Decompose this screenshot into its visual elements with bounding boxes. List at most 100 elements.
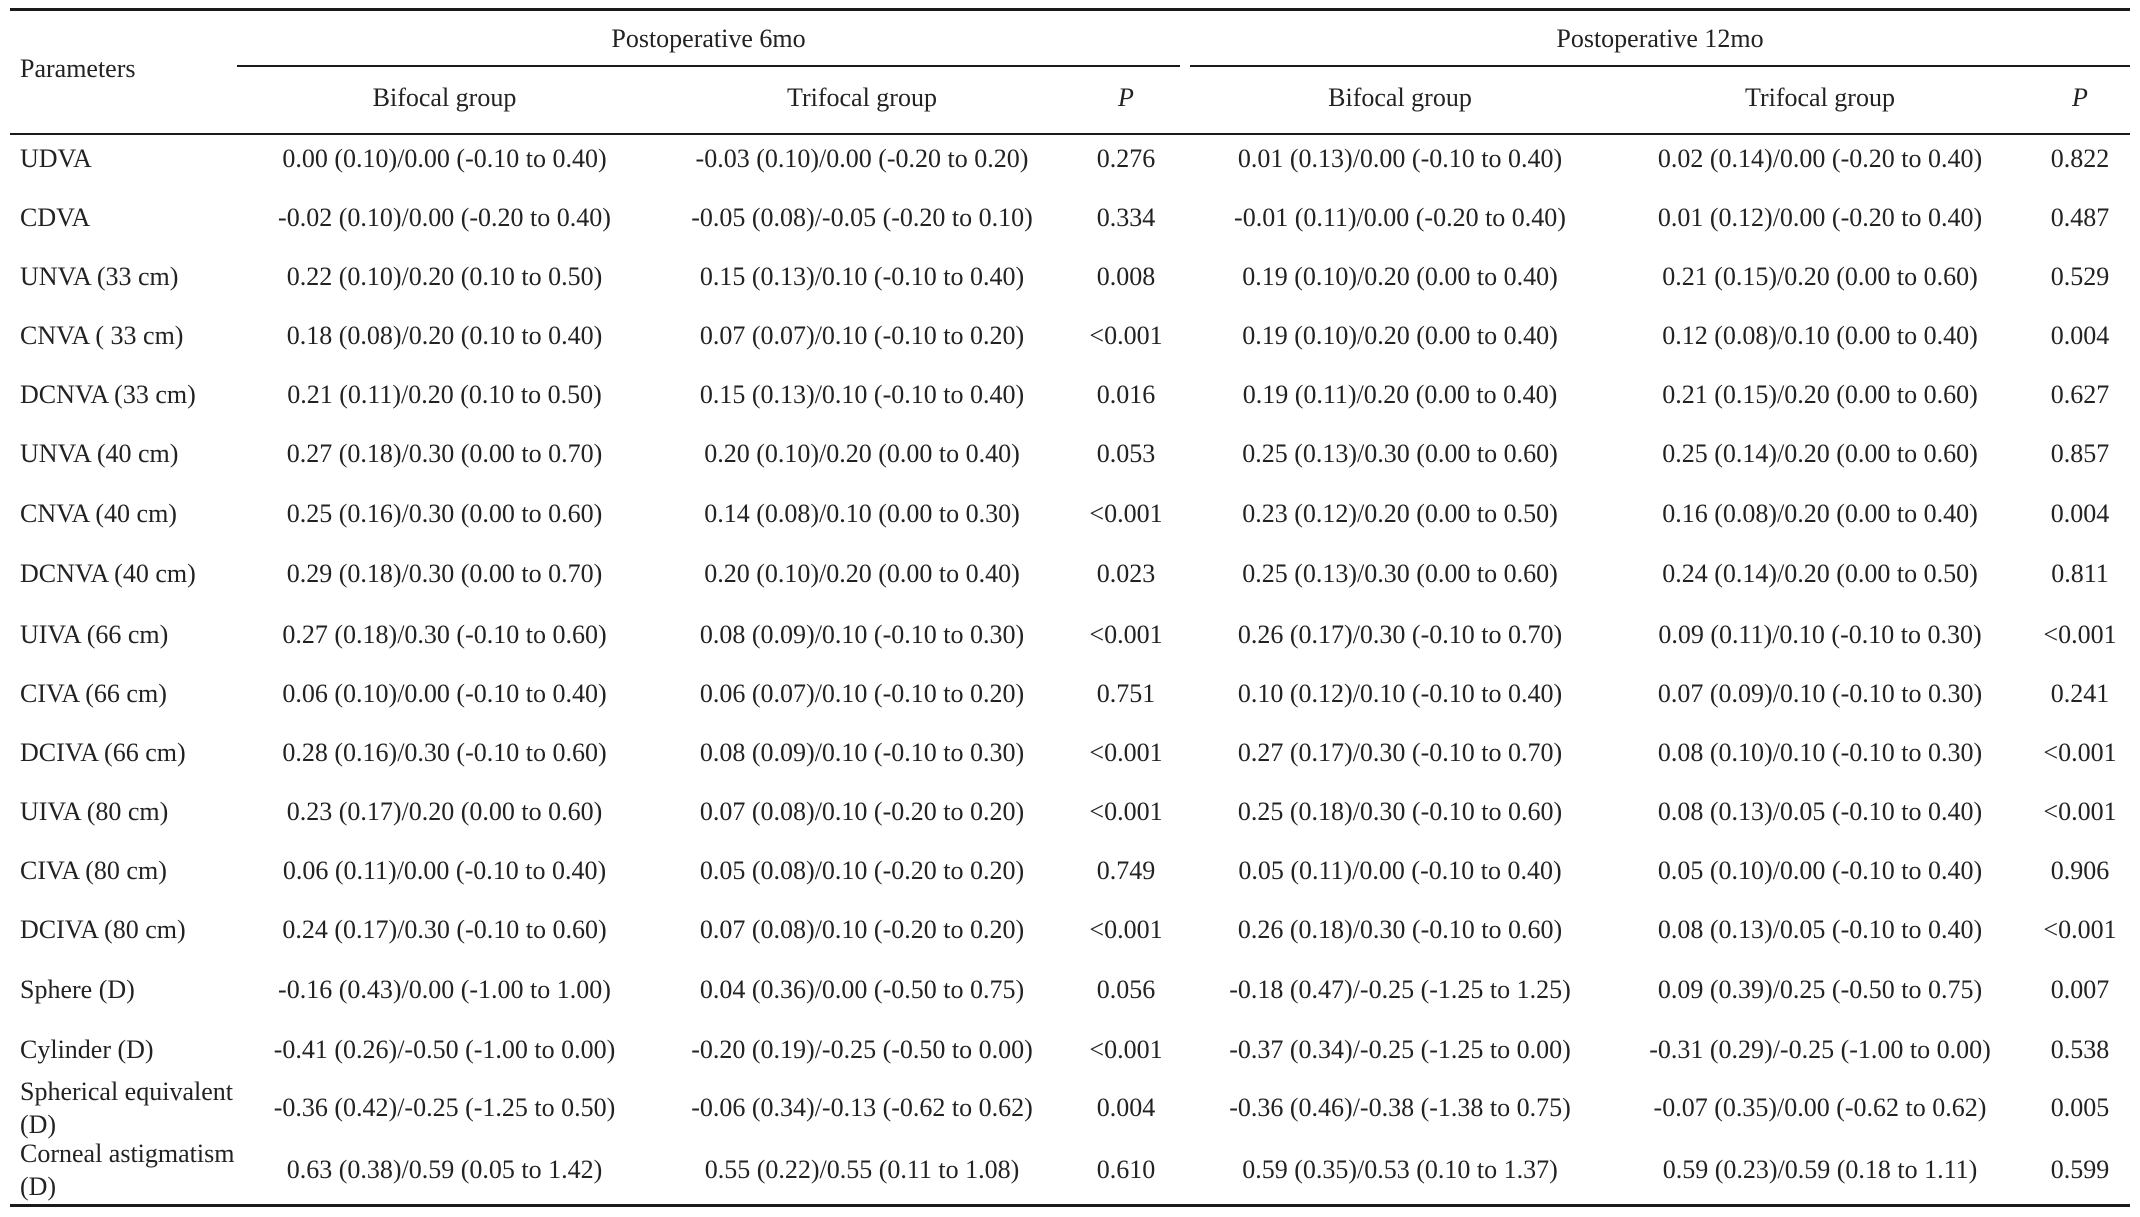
cell-p-12mo: 0.241 xyxy=(2050,679,2110,708)
cell-p-6mo: <0.001 xyxy=(1089,499,1163,528)
cell-p-12mo: 0.005 xyxy=(2050,1093,2110,1122)
cell-parameter: Corneal astigmatism (D) xyxy=(20,1139,235,1201)
cell-bifocal-6mo: 0.00 (0.10)/0.00 (-0.10 to 0.40) xyxy=(282,144,607,173)
cell-p-6mo: 0.056 xyxy=(1096,975,1156,1004)
cell-parameter: Sphere (D) xyxy=(20,975,135,1004)
header-bifocal-12: Bifocal group xyxy=(1328,83,1472,112)
cell-p-6mo: 0.023 xyxy=(1096,559,1156,588)
cell-p-6mo: <0.001 xyxy=(1089,321,1163,350)
cell-trifocal-12mo: 0.16 (0.08)/0.20 (0.00 to 0.40) xyxy=(1662,499,1978,528)
cell-p-12mo: 0.007 xyxy=(2050,975,2110,1004)
cell-trifocal-6mo: 0.15 (0.13)/0.10 (-0.10 to 0.40) xyxy=(699,380,1025,409)
cell-bifocal-6mo: 0.63 (0.38)/0.59 (0.05 to 1.42) xyxy=(286,1155,603,1184)
cell-parameter: CIVA (66 cm) xyxy=(20,679,167,708)
cell-bifocal-6mo: -0.41 (0.26)/-0.50 (-1.00 to 0.00) xyxy=(273,1035,616,1064)
cell-bifocal-12mo: 0.19 (0.11)/0.20 (0.00 to 0.40) xyxy=(1242,380,1558,409)
cell-p-6mo: 0.334 xyxy=(1096,203,1156,232)
cell-bifocal-12mo: -0.18 (0.47)/-0.25 (-1.25 to 1.25) xyxy=(1229,975,1571,1004)
cell-p-12mo: <0.001 xyxy=(2043,620,2117,649)
cell-p-12mo: 0.538 xyxy=(2050,1035,2110,1064)
cell-parameter: CDVA xyxy=(20,203,91,232)
period-6-underline xyxy=(237,65,1180,67)
cell-trifocal-12mo: 0.24 (0.14)/0.20 (0.00 to 0.50) xyxy=(1662,559,1978,588)
header-p-6: P xyxy=(1118,83,1134,112)
header-trifocal-6: Trifocal group xyxy=(787,83,937,112)
cell-bifocal-12mo: -0.01 (0.11)/0.00 (-0.20 to 0.40) xyxy=(1234,203,1566,232)
cell-bifocal-6mo: 0.23 (0.17)/0.20 (0.00 to 0.60) xyxy=(286,797,603,826)
cell-p-6mo: <0.001 xyxy=(1089,620,1163,649)
header-parameters: Parameters xyxy=(20,54,136,83)
header-trifocal-12: Trifocal group xyxy=(1745,83,1895,112)
cell-bifocal-6mo: 0.27 (0.18)/0.30 (0.00 to 0.70) xyxy=(286,439,603,468)
cell-p-12mo: <0.001 xyxy=(2043,797,2117,826)
cell-p-6mo: 0.276 xyxy=(1096,144,1156,173)
cell-parameter: UNVA (40 cm) xyxy=(20,439,179,468)
cell-bifocal-12mo: 0.05 (0.11)/0.00 (-0.10 to 0.40) xyxy=(1238,856,1562,885)
cell-p-6mo: <0.001 xyxy=(1089,915,1163,944)
cell-bifocal-6mo: 0.06 (0.11)/0.00 (-0.10 to 0.40) xyxy=(282,856,607,885)
cell-bifocal-6mo: 0.06 (0.10)/0.00 (-0.10 to 0.40) xyxy=(282,679,607,708)
cell-parameter: DCIVA (66 cm) xyxy=(20,738,186,767)
cell-p-6mo: 0.749 xyxy=(1096,856,1156,885)
cell-trifocal-6mo: 0.07 (0.08)/0.10 (-0.20 to 0.20) xyxy=(699,797,1025,826)
cell-bifocal-6mo: -0.16 (0.43)/0.00 (-1.00 to 1.00) xyxy=(278,975,611,1004)
cell-p-12mo: 0.529 xyxy=(2050,262,2110,291)
cell-trifocal-6mo: 0.08 (0.09)/0.10 (-0.10 to 0.30) xyxy=(699,620,1025,649)
cell-bifocal-6mo: 0.18 (0.08)/0.20 (0.10 to 0.40) xyxy=(286,321,603,350)
cell-trifocal-12mo: 0.21 (0.15)/0.20 (0.00 to 0.60) xyxy=(1662,380,1978,409)
cell-trifocal-6mo: 0.20 (0.10)/0.20 (0.00 to 0.40) xyxy=(704,439,1020,468)
cell-bifocal-12mo: -0.36 (0.46)/-0.38 (-1.38 to 0.75) xyxy=(1229,1093,1571,1122)
cell-bifocal-6mo: 0.22 (0.10)/0.20 (0.10 to 0.50) xyxy=(286,262,603,291)
header-period-12: Postoperative 12mo xyxy=(1556,24,1764,53)
cell-bifocal-6mo: 0.27 (0.18)/0.30 (-0.10 to 0.60) xyxy=(282,620,607,649)
cell-trifocal-12mo: 0.08 (0.13)/0.05 (-0.10 to 0.40) xyxy=(1657,797,1983,826)
cell-p-6mo: <0.001 xyxy=(1089,797,1163,826)
cell-trifocal-6mo: 0.05 (0.08)/0.10 (-0.20 to 0.20) xyxy=(699,856,1025,885)
cell-trifocal-12mo: 0.05 (0.10)/0.00 (-0.10 to 0.40) xyxy=(1657,856,1983,885)
cell-parameter: UIVA (66 cm) xyxy=(20,620,169,649)
cell-parameter: Spherical equivalent (D) xyxy=(20,1077,233,1139)
bottom-rule xyxy=(10,1204,2130,1207)
cell-trifocal-12mo: 0.12 (0.08)/0.10 (0.00 to 0.40) xyxy=(1662,321,1978,350)
cell-parameter: DCNVA (40 cm) xyxy=(20,559,196,588)
cell-trifocal-6mo: 0.55 (0.22)/0.55 (0.11 to 1.08) xyxy=(704,1155,1020,1184)
cell-parameter: Cylinder (D) xyxy=(20,1035,154,1064)
cell-bifocal-12mo: -0.37 (0.34)/-0.25 (-1.25 to 0.00) xyxy=(1229,1035,1571,1064)
cell-bifocal-12mo: 0.25 (0.13)/0.30 (0.00 to 0.60) xyxy=(1242,439,1558,468)
cell-bifocal-12mo: 0.27 (0.17)/0.30 (-0.10 to 0.70) xyxy=(1237,738,1563,767)
cell-bifocal-12mo: 0.25 (0.13)/0.30 (0.00 to 0.60) xyxy=(1242,559,1558,588)
cell-p-12mo: <0.001 xyxy=(2043,738,2117,767)
cell-p-12mo: <0.001 xyxy=(2043,915,2117,944)
cell-parameter: DCNVA (33 cm) xyxy=(20,380,196,409)
cell-parameter: CNVA ( 33 cm) xyxy=(20,321,184,350)
header-p-12: P xyxy=(2072,83,2088,112)
cell-trifocal-6mo: 0.08 (0.09)/0.10 (-0.10 to 0.30) xyxy=(699,738,1025,767)
cell-bifocal-12mo: 0.19 (0.10)/0.20 (0.00 to 0.40) xyxy=(1242,262,1558,291)
cell-p-6mo: <0.001 xyxy=(1089,1035,1163,1064)
cell-p-12mo: 0.906 xyxy=(2050,856,2110,885)
cell-trifocal-12mo: 0.08 (0.13)/0.05 (-0.10 to 0.40) xyxy=(1657,915,1983,944)
header-rule xyxy=(10,133,2130,135)
cell-parameter: DCIVA (80 cm) xyxy=(20,915,186,944)
cell-parameter: CNVA (40 cm) xyxy=(20,499,177,528)
cell-p-6mo: 0.053 xyxy=(1096,439,1156,468)
cell-parameter: UDVA xyxy=(20,144,92,173)
top-rule xyxy=(10,8,2130,11)
cell-p-12mo: 0.004 xyxy=(2050,321,2110,350)
cell-trifocal-12mo: 0.08 (0.10)/0.10 (-0.10 to 0.30) xyxy=(1657,738,1983,767)
cell-trifocal-12mo: 0.07 (0.09)/0.10 (-0.10 to 0.30) xyxy=(1657,679,1983,708)
cell-trifocal-12mo: 0.09 (0.11)/0.10 (-0.10 to 0.30) xyxy=(1658,620,1982,649)
cell-trifocal-6mo: -0.05 (0.08)/-0.05 (-0.20 to 0.10) xyxy=(691,203,1033,232)
cell-p-12mo: 0.627 xyxy=(2050,380,2110,409)
header-period-6: Postoperative 6mo xyxy=(611,24,806,53)
cell-p-12mo: 0.004 xyxy=(2050,499,2110,528)
cell-bifocal-12mo: 0.26 (0.18)/0.30 (-0.10 to 0.60) xyxy=(1237,915,1563,944)
cell-p-12mo: 0.857 xyxy=(2050,439,2110,468)
cell-trifocal-12mo: -0.31 (0.29)/-0.25 (-1.00 to 0.00) xyxy=(1649,1035,1991,1064)
cell-bifocal-6mo: 0.28 (0.16)/0.30 (-0.10 to 0.60) xyxy=(282,738,607,767)
cell-trifocal-6mo: 0.14 (0.08)/0.10 (0.00 to 0.30) xyxy=(704,499,1020,528)
cell-bifocal-12mo: 0.01 (0.13)/0.00 (-0.10 to 0.40) xyxy=(1237,144,1563,173)
cell-bifocal-12mo: 0.19 (0.10)/0.20 (0.00 to 0.40) xyxy=(1242,321,1558,350)
cell-p-6mo: <0.001 xyxy=(1089,738,1163,767)
cell-p-6mo: 0.016 xyxy=(1096,380,1156,409)
